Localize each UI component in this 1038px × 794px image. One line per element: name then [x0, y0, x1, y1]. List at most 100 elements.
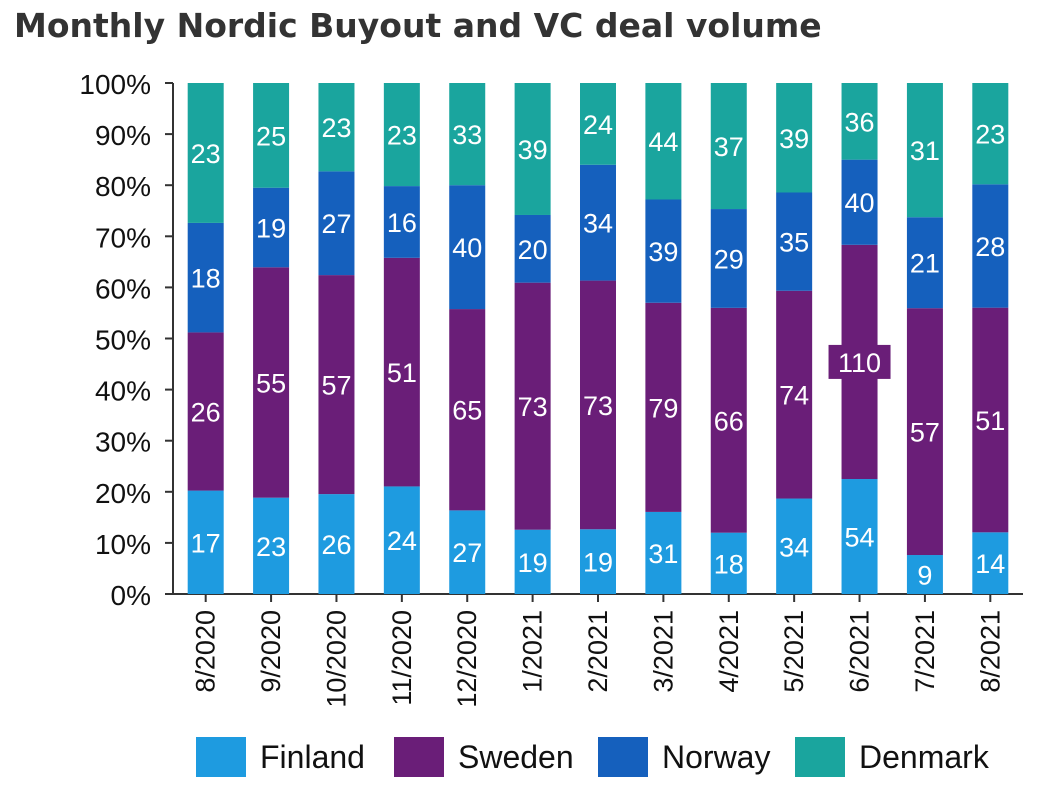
bar-segment-sweden [580, 280, 616, 530]
y-tick-label: 50% [95, 325, 151, 356]
bar-segment-finland [318, 494, 355, 594]
data-label: 51 [387, 358, 417, 388]
bar-segment-denmark [580, 83, 616, 165]
data-label: 23 [256, 532, 286, 562]
data-label: 19 [583, 548, 613, 578]
bar-segment-finland [187, 490, 224, 594]
data-label: 54 [845, 523, 875, 553]
bar-segment-denmark [383, 83, 420, 187]
data-label: 17 [191, 528, 221, 558]
data-label: 9 [917, 561, 932, 591]
bar-segment-denmark [710, 83, 747, 210]
data-label: 35 [779, 228, 809, 258]
bar-segment-denmark [514, 83, 551, 215]
bar-segment-norway [841, 159, 878, 245]
data-label: 18 [191, 264, 221, 294]
bar-segment-norway [972, 184, 1009, 308]
data-label: 66 [714, 406, 744, 436]
x-tick-label: 12/2020 [452, 610, 482, 708]
x-tick-label: 6/2021 [845, 610, 875, 693]
bar-segment-finland [906, 555, 943, 594]
data-label: 29 [714, 244, 744, 274]
data-label: 37 [714, 132, 744, 162]
data-label: 26 [321, 530, 351, 560]
data-label: 24 [387, 526, 417, 556]
bar-segment-norway [318, 171, 355, 276]
x-tick-label: 5/2021 [779, 610, 809, 693]
bar-segment-sweden [187, 332, 224, 491]
data-label: 51 [975, 406, 1005, 436]
x-tick-label: 9/2020 [256, 610, 286, 693]
bar-segment-finland [645, 511, 682, 594]
legend-swatch [394, 737, 444, 777]
data-label: 57 [910, 418, 940, 448]
x-tick-label: 4/2021 [714, 610, 744, 693]
bar-segment-denmark [187, 83, 224, 223]
data-label: 19 [518, 548, 548, 578]
bar-segment-finland [972, 532, 1009, 594]
bar-segment-norway [383, 186, 420, 258]
legend-label: Denmark [859, 738, 989, 775]
bar-segment-norway [514, 214, 551, 283]
x-tick-label: 8/2021 [975, 610, 1005, 693]
y-tick-label: 70% [95, 222, 151, 253]
data-label: 39 [648, 237, 678, 267]
bar-segment-norway [449, 185, 486, 310]
bar-segment-sweden [776, 290, 813, 499]
bar-segment-norway [187, 222, 224, 333]
data-label: 57 [321, 371, 351, 401]
data-label: 28 [975, 232, 1005, 262]
legend-label: Sweden [458, 738, 574, 775]
legend-label: Norway [662, 738, 771, 775]
bar-segment-denmark [318, 83, 355, 172]
data-label: 23 [191, 139, 221, 169]
legend-swatch [196, 737, 246, 777]
bar-segment-denmark [645, 83, 682, 200]
data-label: 16 [387, 208, 417, 238]
y-tick-label: 80% [95, 171, 151, 202]
y-tick-label: 60% [95, 273, 151, 304]
x-tick-label: 10/2020 [321, 610, 351, 708]
bar-segment-sweden [449, 309, 486, 511]
bar-segment-sweden [318, 275, 355, 495]
bar-segment-denmark [906, 83, 943, 218]
data-label: 31 [648, 539, 678, 569]
x-tick-label: 7/2021 [910, 610, 940, 693]
x-tick-label: 1/2021 [518, 610, 548, 693]
bar-segment-finland [841, 479, 878, 594]
data-label: 24 [583, 110, 613, 140]
y-tick-label: 10% [95, 529, 151, 560]
bar-segment-sweden [972, 307, 1009, 533]
y-tick-label: 0% [111, 580, 151, 611]
data-label: 39 [518, 135, 548, 165]
bar-segment-finland [449, 510, 486, 594]
x-tick-label: 11/2020 [387, 610, 417, 706]
x-tick-label: 2/2021 [583, 610, 613, 693]
y-tick-label: 90% [95, 120, 151, 151]
data-label: 21 [910, 249, 940, 279]
bar-segment-sweden [383, 257, 420, 487]
x-tick-label: 8/2020 [191, 610, 221, 693]
data-label: 40 [452, 233, 482, 263]
data-label: 27 [452, 538, 482, 568]
data-label: 73 [518, 392, 548, 422]
data-label: 31 [910, 136, 940, 166]
data-label: 55 [256, 368, 286, 398]
bar-segment-norway [710, 209, 747, 308]
bar-segment-norway [580, 164, 616, 281]
bar-segment-sweden [906, 308, 943, 556]
data-label: 23 [387, 121, 417, 151]
bar-segment-sweden [710, 307, 747, 533]
y-tick-label: 100% [79, 69, 151, 100]
y-tick-label: 30% [95, 427, 151, 458]
data-label: 65 [452, 396, 482, 426]
stacked-bar-chart: 0% 10% 20% 30% 40% 50% 60% 70% 80% 90% 100% 17 26 18 2… [79, 69, 1023, 708]
data-label: 23 [321, 113, 351, 143]
bar-segment-sweden [253, 267, 290, 498]
y-tick-label: 40% [95, 376, 151, 407]
bar-segment-finland [514, 529, 551, 594]
legend-item-finland: Finland [196, 735, 365, 779]
bar-segment-norway [776, 192, 813, 291]
data-label: 34 [583, 209, 613, 239]
x-tick-label: 3/2021 [648, 610, 678, 693]
